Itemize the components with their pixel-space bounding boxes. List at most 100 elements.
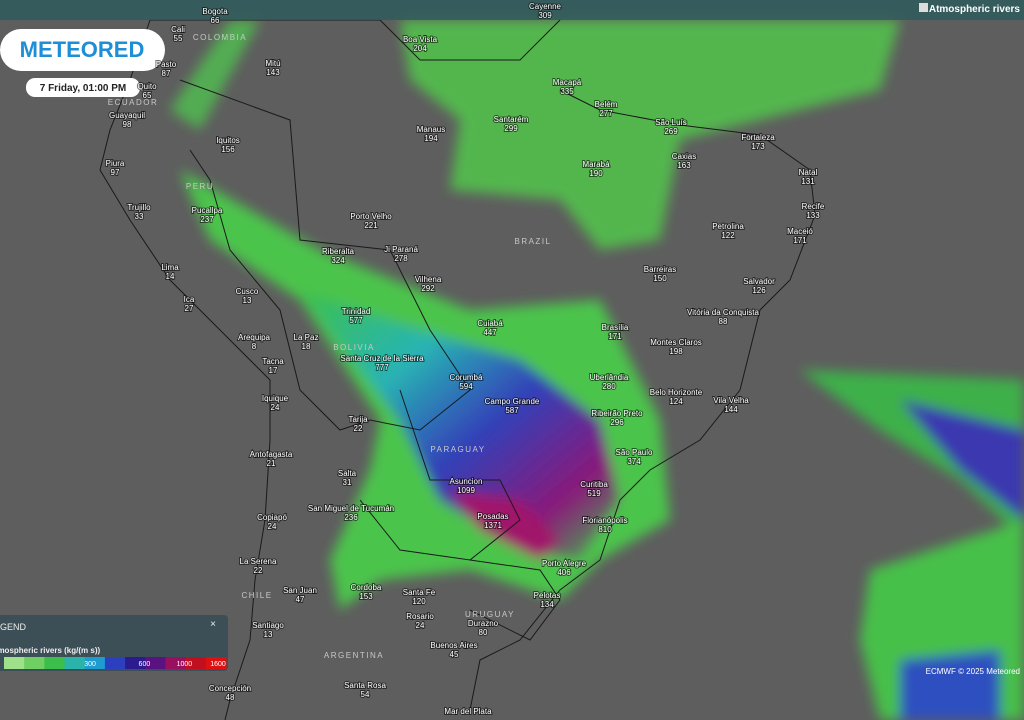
city-name: Antofagasta xyxy=(250,450,293,459)
city-value: 374 xyxy=(627,457,641,466)
country-label: URUGUAY xyxy=(465,610,515,619)
city-name: Maceió xyxy=(787,227,813,236)
city-value: 171 xyxy=(793,236,807,245)
city-name: Cusco xyxy=(236,287,259,296)
city-value: 198 xyxy=(669,347,683,356)
legend-swatch xyxy=(84,657,106,669)
city-value: 122 xyxy=(721,231,735,240)
city-name: Belo Horizonte xyxy=(650,388,703,397)
city-value: 27 xyxy=(185,304,194,313)
city-value: 21 xyxy=(267,459,276,468)
city-value: 65 xyxy=(143,91,152,100)
legend-panel xyxy=(0,615,228,671)
legend-tick: 300 xyxy=(84,661,96,668)
city-name: La Paz xyxy=(294,333,319,342)
city-name: Lima xyxy=(161,263,179,272)
city-value: 150 xyxy=(653,274,667,283)
city-name: Belém xyxy=(595,100,618,109)
city-value: 144 xyxy=(724,405,738,414)
city-name: Santa Rosa xyxy=(344,681,386,690)
city-value: 153 xyxy=(359,592,373,601)
legend-swatch xyxy=(125,657,146,669)
city-value: 98 xyxy=(123,120,132,129)
city-name: Santarém xyxy=(494,115,529,124)
city-value: 190 xyxy=(589,169,603,178)
date-pill[interactable] xyxy=(26,78,140,97)
city-name: Marabá xyxy=(582,160,610,169)
city-value: 204 xyxy=(413,44,427,53)
city-value: 22 xyxy=(254,566,263,575)
city-name: Buenos Aires xyxy=(430,641,477,650)
city-name: Vila Velha xyxy=(713,396,749,405)
city-name: Brasília xyxy=(602,323,629,332)
city-name: Cordoba xyxy=(351,583,382,592)
city-value: 280 xyxy=(602,382,616,391)
legend-swatch xyxy=(64,657,86,669)
city-name: San Juan xyxy=(283,586,317,595)
city-value: 55 xyxy=(174,34,183,43)
city-value: 237 xyxy=(200,215,214,224)
city-name: Santa Fe xyxy=(403,588,436,597)
city-value: 1371 xyxy=(484,521,502,530)
city-value: 296 xyxy=(610,418,624,427)
city-value: 587 xyxy=(505,406,519,415)
city-value: 335 xyxy=(560,87,574,96)
city-value: 45 xyxy=(450,650,459,659)
city-value: 309 xyxy=(538,11,552,20)
city-name: Piura xyxy=(106,159,125,168)
city-name: Ji Paraná xyxy=(384,245,418,254)
city-name: Rosario xyxy=(406,612,434,621)
legend: LEGEND × Atmospheric rivers (kg/(m s)) 3… xyxy=(0,615,228,671)
city-name: Santiago xyxy=(252,621,284,630)
city-value: 292 xyxy=(421,284,435,293)
legend-swatch xyxy=(145,657,166,669)
layer-title[interactable]: Atmospheric rivers xyxy=(929,4,1021,15)
legend-swatch xyxy=(104,657,126,669)
credit: ECMWF © 2025 Meteored xyxy=(926,667,1020,676)
city-value: 31 xyxy=(343,478,352,487)
city-name: Vitória da Conquista xyxy=(687,308,759,317)
city-value: 124 xyxy=(669,397,683,406)
city-name: Florianópolis xyxy=(582,516,627,525)
city-name: Ribeirão Preto xyxy=(591,409,643,418)
city-value: 66 xyxy=(211,16,220,25)
city-name: Uberlândia xyxy=(590,373,629,382)
city-name: Iquitos xyxy=(216,136,240,145)
logo[interactable]: METEORED xyxy=(20,37,145,62)
city-value: 277 xyxy=(599,109,613,118)
city-value: 17 xyxy=(269,366,278,375)
city-name: Ica xyxy=(184,295,195,304)
city-name: Barreiras xyxy=(644,265,676,274)
city-name: Concepción xyxy=(209,684,251,693)
city-name: Trinidad xyxy=(342,307,371,316)
city-name: Santa Cruz de la Sierra xyxy=(340,354,424,363)
city-value: 97 xyxy=(111,168,120,177)
city-name: Tarija xyxy=(348,415,368,424)
logo-pill[interactable] xyxy=(0,29,165,71)
city-name: Riberalta xyxy=(322,247,355,256)
city-value: 163 xyxy=(677,161,691,170)
city-name: Petrolina xyxy=(712,222,744,231)
country-label: ECUADOR xyxy=(108,98,159,107)
city-name: Porto Alegre xyxy=(542,559,587,568)
city-value: 18 xyxy=(302,342,311,351)
city-value: 1099 xyxy=(457,486,475,495)
city-value: 278 xyxy=(394,254,408,263)
city-name: São Paulo xyxy=(616,448,653,457)
layer-icon[interactable] xyxy=(919,3,928,12)
city-value: 519 xyxy=(587,489,601,498)
country-label: ARGENTINA xyxy=(324,651,384,660)
city-name: Guayaquil xyxy=(109,111,145,120)
city-name: Pasto xyxy=(156,60,177,69)
city-value: 48 xyxy=(226,693,235,702)
city-name: Macapá xyxy=(553,78,582,87)
city-name: La Serena xyxy=(240,557,277,566)
legend-close[interactable]: × xyxy=(210,619,216,630)
legend-swatch xyxy=(165,657,187,669)
city-value: 447 xyxy=(483,328,497,337)
country-label: PERU xyxy=(186,182,214,191)
city-name: Montes Claros xyxy=(650,338,702,347)
city-name: Vilhena xyxy=(415,275,442,284)
city-value: 47 xyxy=(296,595,305,604)
city-name: Pucallpa xyxy=(192,206,223,215)
